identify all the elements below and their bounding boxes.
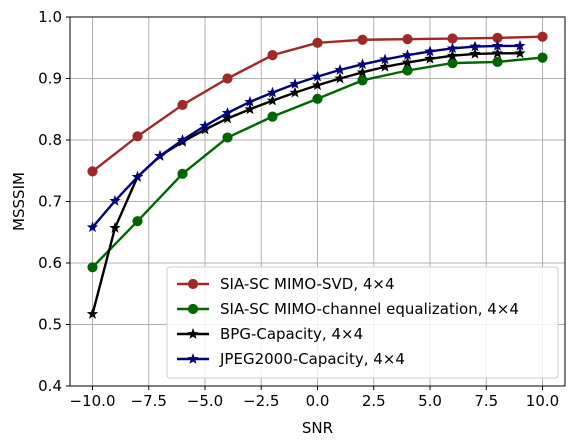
data-point [514,47,526,59]
data-point [334,72,346,84]
data-point [402,34,413,45]
data-point [424,52,436,64]
y-tick-label: 0.9 [38,70,62,88]
data-point [537,31,548,42]
legend-item: SIA-SC MIMO-SVD, 4×4 [177,275,395,293]
y-tick-label: 1.0 [38,8,62,26]
x-axis-label: SNR [302,419,333,437]
x-tick-label: 2.5 [362,392,386,410]
data-point [402,65,413,76]
data-point [266,86,279,98]
data-point [221,106,234,118]
data-point [154,150,166,161]
data-point [469,47,481,59]
data-point [401,56,414,68]
data-point [177,99,188,111]
series-line [91,44,520,229]
data-point [289,86,301,98]
y-axis-label: MSSSIM [10,172,28,231]
y-tick-label: 0.8 [38,131,62,149]
data-point [447,33,458,44]
x-tick-label: 0.0 [306,392,330,410]
data-point [357,34,368,45]
data-point [267,111,278,122]
data-point [86,308,99,319]
data-point [86,221,99,233]
data-point [244,103,256,115]
data-point [356,66,369,78]
data-point [379,60,391,72]
data-point [491,47,504,59]
data-point [357,75,368,86]
plot-series [86,31,548,319]
x-tick-label: −2.5 [243,392,279,410]
data-point [311,79,324,91]
data-point [87,262,98,273]
data-point [446,42,459,54]
legend-item: JPEG2000-Capacity, 4×4 [177,350,405,368]
data-point [132,216,143,227]
data-point [356,58,369,70]
data-point [312,37,323,48]
data-point [447,58,458,69]
data-point [311,70,324,82]
legend-label: SIA-SC MIMO-channel equalization, 4×4 [220,300,519,318]
data-point [537,52,548,63]
x-tick-label: −7.5 [131,392,167,410]
data-point [491,39,504,51]
data-point [334,63,346,75]
axis-ticks: −10.0 −7.5 −5.0 −2.5 0.0 2.5 5.0 7.5 10.0 0.4 0.5 0… [38,8,559,410]
legend-marker [187,278,199,290]
x-tick-label: 7.5 [474,392,498,410]
data-point [289,78,301,89]
data-point [401,49,414,60]
y-tick-label: 0.5 [38,316,62,334]
legend-marker [187,328,199,339]
data-point [379,53,391,65]
data-point [131,170,144,182]
data-point [446,49,459,61]
legend-marker [187,303,199,315]
series-4 [86,39,526,233]
data-point [492,56,503,67]
series-1 [87,31,548,177]
legend-label: JPEG2000-Capacity, 4×4 [219,350,405,368]
y-tick-label: 0.6 [38,254,62,272]
data-point [222,73,233,84]
data-point [109,194,121,206]
x-tick-label: 10.0 [526,392,559,410]
data-point [469,40,481,52]
data-point [244,95,256,107]
x-tick-label: −10.0 [70,392,116,410]
legend-label: SIA-SC MIMO-SVD, 4×4 [220,275,395,293]
y-tick-label: 0.7 [38,193,62,211]
data-point [109,221,121,233]
data-point [222,132,233,143]
legend-label: BPG-Capacity, 4×4 [220,325,363,343]
legend-box [166,266,559,379]
y-tick-label: 0.4 [38,377,62,395]
data-point [132,131,143,142]
legend-marker [187,353,199,364]
data-point [424,45,436,57]
legend-item: BPG-Capacity, 4×4 [177,325,363,343]
data-point [87,166,98,177]
data-point [267,50,278,61]
legend: SIA-SC MIMO-SVD, 4×4 SIA-SC MIMO-channel … [166,266,559,379]
legend-item: SIA-SC MIMO-channel equalization, 4×4 [177,300,519,318]
series-2 [87,52,548,273]
x-tick-label: 5.0 [418,392,442,410]
data-point [514,39,526,51]
data-point [176,134,189,145]
data-point [221,112,234,124]
data-point [199,119,211,131]
data-point [312,93,323,104]
data-point [177,168,188,179]
data-point [266,94,279,106]
x-tick-label: −5.0 [187,392,223,410]
